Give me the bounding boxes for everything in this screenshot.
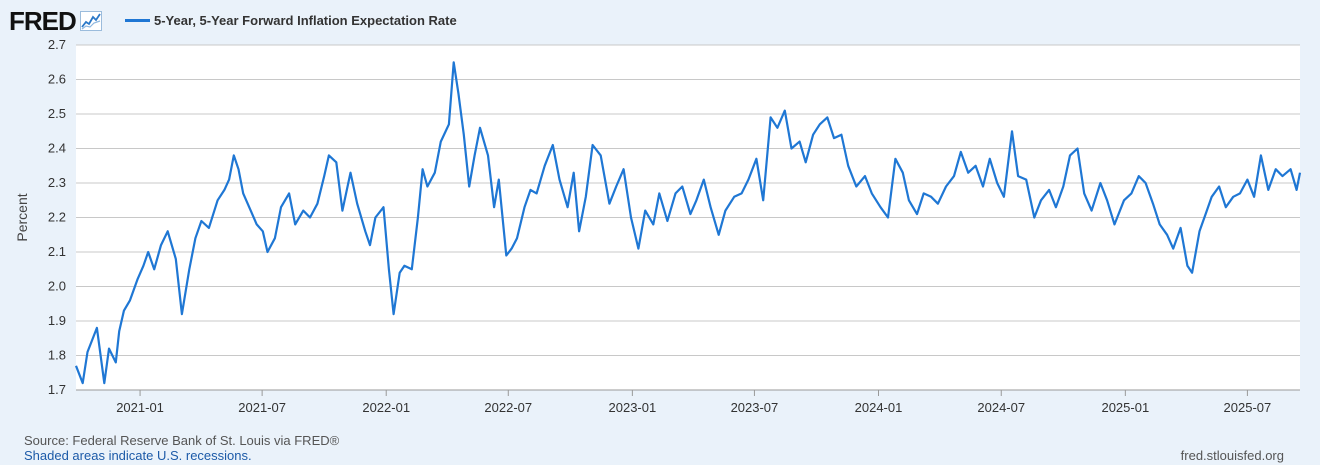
y-tick-label: 2.4: [48, 141, 66, 156]
series-line[interactable]: [74, 61, 1302, 385]
y-tick-label: 1.8: [48, 348, 66, 363]
x-tick-label: 2024-07: [977, 400, 1025, 415]
x-tick-label: 2023-01: [609, 400, 657, 415]
y-tick-label: 1.7: [48, 382, 66, 397]
y-axis-label: Percent: [14, 193, 30, 241]
y-tick-label: 1.9: [48, 313, 66, 328]
x-tick-label: 2021-07: [238, 400, 286, 415]
y-tick-label: 2.1: [48, 244, 66, 259]
chart-container: 1.7 1.8 1.9 2.0 2.1 2.2 2.3 2.4 2.5 2.6 2.7 2021-0…: [14, 37, 1302, 415]
fred-header: FRED: [9, 7, 102, 35]
y-axis-ticks: 1.7 1.8 1.9 2.0 2.1 2.2 2.3 2.4 2.5 2.6 2.7: [48, 37, 66, 397]
y-tick-label: 2.0: [48, 279, 66, 294]
x-tick-label: 2025-01: [1101, 400, 1149, 415]
fred-logo-text: FRED: [9, 6, 77, 36]
y-tick-label: 2.2: [48, 210, 66, 225]
x-tick-label: 2025-07: [1224, 400, 1272, 415]
y-tick-label: 2.7: [48, 37, 66, 52]
legend-swatch: [125, 19, 150, 22]
y-tick-label: 2.5: [48, 106, 66, 121]
y-tick-label: 2.3: [48, 175, 66, 190]
x-tick-label: 2024-01: [855, 400, 903, 415]
footer-shaded-note[interactable]: Shaded areas indicate U.S. recessions.: [24, 448, 252, 463]
fred-logo[interactable]: FRED: [9, 7, 102, 35]
chart-legend: 5-Year, 5-Year Forward Inflation Expecta…: [125, 13, 457, 28]
x-tick-label: 2022-07: [484, 400, 532, 415]
x-axis-ticks: 2021-01 2021-07 2022-01 2022-07 2023-01 2023-…: [76, 389, 1300, 415]
footer-source: Source: Federal Reserve Bank of St. Loui…: [24, 433, 340, 448]
line-chart: 1.7 1.8 1.9 2.0 2.1 2.2 2.3 2.4 2.5 2.6 2.7 2021-0…: [14, 37, 1302, 415]
y-tick-label: 2.6: [48, 72, 66, 87]
x-tick-label: 2022-01: [362, 400, 410, 415]
legend-series-label: 5-Year, 5-Year Forward Inflation Expecta…: [154, 13, 457, 28]
fred-chart-icon: [79, 11, 102, 31]
x-tick-label: 2021-01: [116, 400, 164, 415]
x-tick-label: 2023-07: [731, 400, 779, 415]
footer-url[interactable]: fred.stlouisfed.org: [1180, 448, 1284, 463]
